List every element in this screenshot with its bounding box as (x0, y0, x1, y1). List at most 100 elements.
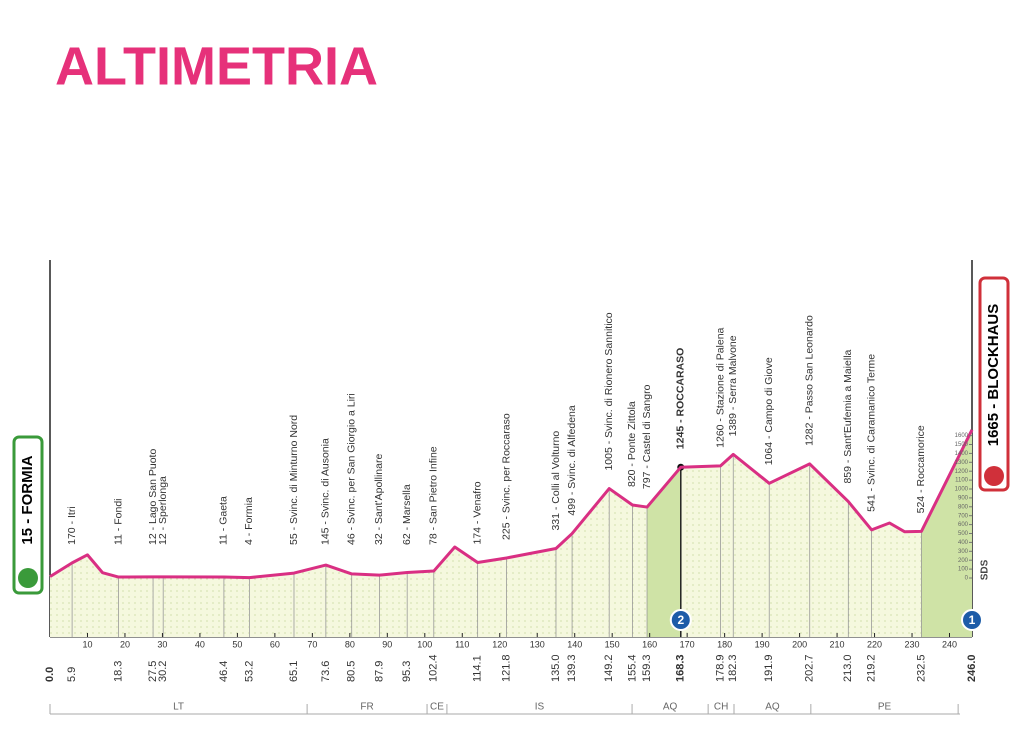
climb-area (647, 467, 681, 637)
region-label: AQ (663, 702, 678, 713)
km-label: 232.5 (915, 654, 927, 682)
km-label: 178.9 (714, 654, 726, 682)
x-tick-label: 10 (82, 639, 92, 649)
x-tick-label: 190 (755, 639, 770, 649)
start-label: 15 - FORMIA (19, 455, 36, 544)
y-tick-label: 500 (958, 531, 969, 537)
y-tick-label: 100 (958, 567, 969, 573)
km-label: 18.3 (112, 661, 124, 682)
x-tick-label: 220 (867, 639, 882, 649)
km-label: 191.9 (763, 654, 775, 682)
km-label: 219.2 (865, 654, 877, 682)
x-tick-label: 180 (717, 639, 732, 649)
x-tick-label: 110 (455, 639, 469, 649)
scale-label: SDS (980, 559, 991, 580)
waypoint-label: 1064 - Campo di Giove (763, 357, 775, 465)
waypoint-label: 499 - Svinc. di Alfedena (566, 405, 578, 515)
x-tick-label: 40 (195, 639, 205, 649)
x-tick-label: 200 (792, 639, 807, 649)
km-label: 0.0 (44, 667, 56, 682)
finish-label: 1665 - BLOCKHAUS (985, 304, 1002, 447)
region-label: LT (173, 702, 184, 713)
y-tick-label: 700 (958, 513, 969, 519)
y-tick-label: 1300 (955, 460, 969, 466)
km-label: 102.4 (428, 654, 440, 682)
waypoint-label: 174 - Venafro (471, 481, 483, 544)
km-label: 80.5 (346, 661, 358, 682)
km-label: 182.3 (727, 654, 739, 682)
waypoint-label: 4 - Formia (243, 497, 255, 545)
y-tick-label: 300 (958, 549, 969, 555)
waypoint-label: 859 - Sant'Eufemia a Maiella (842, 349, 854, 483)
km-label: 202.7 (804, 654, 816, 682)
km-label: 114.1 (472, 655, 484, 682)
x-tick-label: 170 (680, 639, 695, 649)
profile-texture (50, 429, 972, 637)
x-tick-label: 140 (567, 639, 582, 649)
km-label: 46.4 (218, 661, 230, 682)
x-tick-label: 150 (605, 639, 620, 649)
y-tick-label: 400 (958, 540, 969, 546)
start-icon (18, 568, 38, 588)
km-label: 53.2 (243, 661, 255, 682)
waypoint-label: 12 - Sperlonga (157, 476, 169, 545)
km-label: 168.3 (675, 654, 687, 682)
waypoint-label: 11 - Fondi (112, 499, 124, 546)
waypoint-label: 1282 - Passo San Leonardo (803, 315, 815, 446)
waypoint-label: 145 - Svinc. di Ausonia (320, 438, 332, 545)
waypoint-label: 55 - Svinc. di Minturno Nord (288, 415, 300, 545)
x-tick-label: 130 (530, 639, 545, 649)
y-tick-label: 200 (958, 558, 969, 564)
km-label: 5.9 (66, 667, 78, 682)
km-label: 73.6 (320, 661, 332, 682)
x-tick-label: 230 (905, 639, 920, 649)
x-tick-label: 30 (157, 639, 167, 649)
km-label: 139.3 (566, 654, 578, 682)
x-tick-label: 120 (492, 639, 507, 649)
waypoint-label: 1005 - Svinc. di Rionero Sannitico (603, 312, 615, 470)
y-tick-label: 0 (965, 576, 969, 582)
climb-area (921, 429, 972, 637)
x-tick-label: 80 (345, 639, 355, 649)
km-label: 121.8 (500, 654, 512, 682)
waypoint-label: 62 - Marsella (401, 484, 413, 545)
climb-label: 2 (677, 613, 684, 627)
km-label: 30.2 (157, 661, 169, 682)
region-label: FR (360, 702, 373, 713)
waypoint-label: 331 - Colli al Volturno (550, 431, 562, 531)
km-label: 87.9 (373, 661, 385, 682)
climb-marker (961, 609, 983, 631)
y-tick-label: 1100 (955, 478, 969, 484)
km-label: 149.2 (603, 654, 615, 682)
waypoint-label: 12 - Lago San Puoto (147, 449, 159, 545)
climb-marker (669, 609, 692, 631)
x-tick-label: 50 (232, 639, 242, 649)
climb-label: 1 (969, 613, 976, 627)
waypoint-label: 1260 - Stazione di Palena (714, 327, 726, 447)
region-label: CE (430, 702, 444, 713)
waypoint-label: 78 - San Pietro Infine (428, 446, 440, 545)
region-label: IS (535, 702, 545, 713)
region-label: AQ (765, 702, 780, 713)
waypoint-label: 1389 - Serra Malvone (727, 335, 739, 436)
x-tick-label: 70 (307, 639, 317, 649)
x-tick-label: 60 (270, 639, 280, 649)
y-tick-label: 800 (958, 504, 969, 510)
y-tick-label: 1500 (955, 442, 969, 448)
finish-icon (984, 466, 1004, 486)
km-label: 159.3 (641, 654, 653, 682)
start-box (12, 435, 44, 595)
region-label: CH (714, 702, 728, 713)
waypoint-label: 225 - Svinc. per Roccaraso (500, 413, 512, 540)
km-label: 155.4 (626, 654, 638, 682)
y-tick-label: 1600 (955, 433, 969, 439)
waypoint-label: 797 - Castel di Sangro (641, 384, 653, 489)
waypoint-label: 32 - Sant'Apollinare (373, 454, 385, 545)
waypoint-label: 820 - Ponte Zittola (626, 401, 638, 487)
waypoint-label: 541 - Svinc. di Caramanico Terme (865, 354, 877, 512)
km-label: 246.0 (966, 654, 978, 682)
km-label: 213.0 (842, 654, 854, 682)
chart-title: ALTIMETRIA (55, 36, 378, 96)
